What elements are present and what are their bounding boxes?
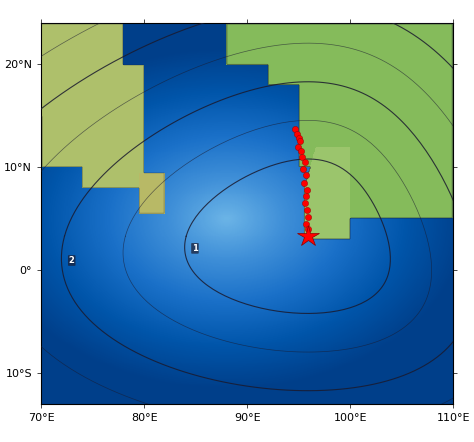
Text: 1: 1 (192, 244, 198, 253)
Text: 2: 2 (69, 256, 75, 265)
